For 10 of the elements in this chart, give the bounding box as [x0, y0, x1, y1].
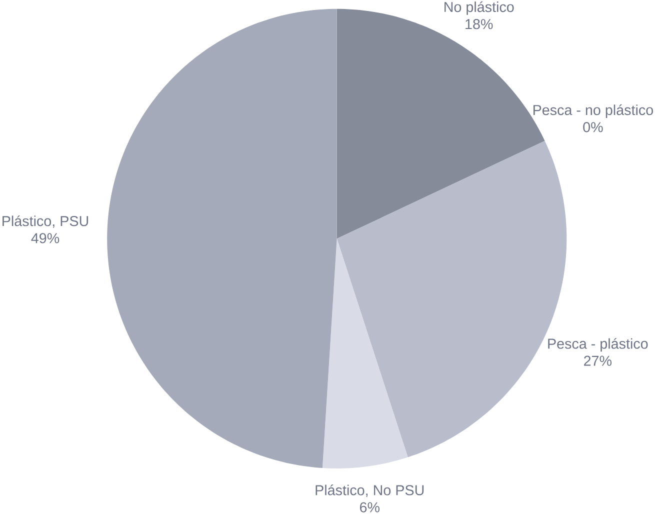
data-label: 49% [31, 233, 60, 244]
data-label: 18% [466, 19, 493, 30]
slice-label: Plástico, PSU [2, 216, 88, 228]
category-label: Pesca - no plástico [533, 104, 654, 118]
text: 0% [583, 122, 603, 132]
data-label: 27% [584, 356, 612, 366]
slice-label: No plástico [444, 1, 514, 16]
data-label: 6% [360, 502, 380, 512]
slice-label: Pesca - plástico [548, 338, 648, 352]
slice-label: Plástico, No PSU [316, 484, 424, 498]
